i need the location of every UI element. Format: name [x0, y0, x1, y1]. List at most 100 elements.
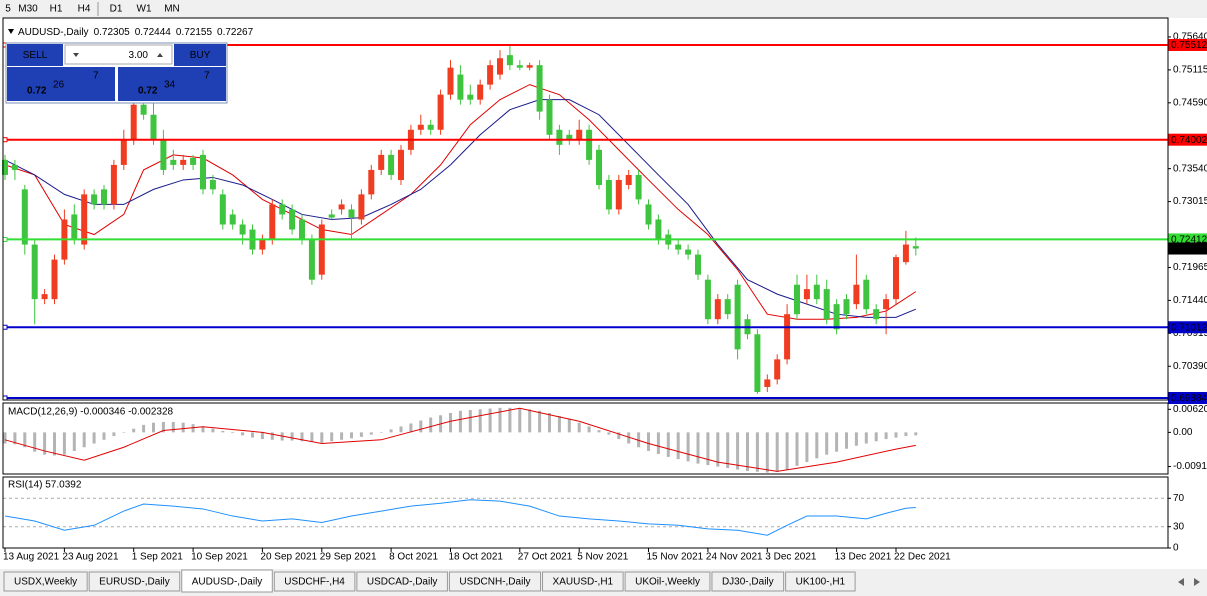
candle-body	[130, 104, 137, 140]
timeframe-button[interactable]: 5	[5, 4, 11, 15]
tab-background[interactable]	[448, 571, 542, 592]
candle-body	[724, 299, 731, 315]
bid-box[interactable]	[7, 67, 115, 101]
tab[interactable]: USDX,Weekly	[3, 571, 88, 592]
macd-bar	[409, 423, 413, 433]
macd-bar	[686, 432, 690, 462]
level-handle	[2, 236, 8, 242]
timeframe-button[interactable]: D1	[110, 4, 123, 15]
timeframe-button[interactable]: MN	[164, 4, 180, 15]
tab[interactable]: USDCAD-,Daily	[356, 571, 448, 592]
tab[interactable]: DJ30-,Daily	[711, 571, 785, 592]
candle-body	[497, 58, 503, 75]
lot-field[interactable]	[64, 44, 173, 65]
macd-bar	[904, 432, 908, 437]
tab-label[interactable]: UK100-,H1	[796, 577, 846, 588]
sell-label[interactable]: SELL	[23, 50, 48, 61]
chart-title: AUDUSD-,Daily	[18, 27, 89, 38]
candle-body	[487, 65, 494, 85]
tab-background[interactable]	[273, 571, 356, 592]
sell-button[interactable]	[7, 44, 63, 66]
buy-button[interactable]	[174, 44, 226, 66]
candle-body	[180, 159, 187, 165]
candle-body	[645, 204, 652, 225]
tab-scroll-left[interactable]	[1178, 578, 1184, 586]
tab-background[interactable]	[356, 571, 448, 592]
buy-label[interactable]: BUY	[190, 50, 211, 61]
rsi-line	[4, 499, 916, 536]
tab-background[interactable]	[181, 569, 273, 593]
candle-body	[11, 164, 18, 170]
tab-background[interactable]	[624, 571, 711, 592]
macd-bar	[854, 432, 858, 446]
macd-bar	[746, 432, 749, 472]
toolbar	[0, 0, 1207, 18]
candle-body	[378, 154, 385, 170]
macd-bar	[607, 432, 611, 435]
macd-bar	[369, 432, 373, 435]
tab-label[interactable]: USDCAD-,Daily	[367, 577, 438, 588]
x-tick-label: 23 Aug 2021	[62, 552, 119, 563]
macd-bar	[92, 432, 96, 444]
candle-body	[190, 158, 197, 165]
tab-label[interactable]: UKOil-,Weekly	[635, 577, 700, 588]
candle-body	[912, 246, 919, 249]
tab[interactable]: AUDUSD-,Daily	[181, 569, 273, 593]
candle-body	[368, 169, 375, 195]
lot-down[interactable]	[73, 53, 79, 57]
tab-label[interactable]: USDCHF-,H4	[284, 577, 345, 588]
tab-label[interactable]: USDCNH-,Daily	[459, 577, 530, 588]
current-price-label: 0.72267	[1171, 244, 1207, 255]
macd-bar	[716, 432, 720, 467]
candle-body	[388, 154, 395, 175]
tab-label[interactable]: XAUUSD-,H1	[553, 577, 614, 588]
timeframe-button[interactable]: W1	[137, 4, 152, 15]
tab[interactable]: USDCNH-,Daily	[448, 571, 542, 592]
tab-background[interactable]	[542, 571, 624, 592]
x-tick-label: 1 Sep 2021	[132, 552, 184, 563]
tab-background[interactable]	[88, 571, 181, 592]
tab-scroll-right[interactable]	[1194, 578, 1200, 586]
tab-label[interactable]: EURUSD-,Daily	[99, 577, 170, 588]
x-tick-label: 24 Nov 2021	[706, 552, 763, 563]
candle-body	[51, 259, 58, 300]
macd-bar	[864, 432, 868, 444]
indicator-title: MACD(12,26,9) -0.000346 -0.002328	[8, 407, 174, 418]
x-tick-label: 3 Dec 2021	[765, 552, 817, 563]
macd-bar	[449, 413, 452, 433]
macd-bar	[43, 432, 47, 455]
macd-bar	[191, 424, 195, 433]
candle-body	[833, 304, 840, 330]
y-tick-label: 0.70390	[1173, 361, 1207, 372]
macd-bar	[102, 432, 106, 440]
ask-box[interactable]	[118, 67, 226, 101]
tab[interactable]: EURUSD-,Daily	[88, 571, 181, 592]
tab-background[interactable]	[785, 571, 856, 592]
macd-bar	[142, 424, 146, 433]
tab-label[interactable]: AUDUSD-,Daily	[192, 577, 263, 588]
tab[interactable]: UKOil-,Weekly	[624, 571, 711, 592]
y-tick-label: 0.75115	[1173, 65, 1207, 76]
macd-bar	[112, 432, 116, 437]
level-price-box	[1168, 38, 1207, 51]
timeframe-button[interactable]: H1	[50, 4, 63, 15]
macd-bar	[241, 432, 245, 436]
x-tick-label: 18 Oct 2021	[449, 552, 504, 563]
timeframe-button[interactable]: M30	[18, 4, 38, 15]
candle-body	[41, 294, 48, 300]
level-price-box	[1168, 233, 1207, 246]
candle-body	[467, 94, 474, 100]
lot-up[interactable]	[157, 53, 163, 57]
chart-header: AUDUSD-,Daily 0.72305 0.72444 0.72155 0.7226…	[18, 27, 254, 38]
tab-label[interactable]: USDX,Weekly	[14, 577, 77, 588]
timeframe-button[interactable]: H4	[78, 4, 91, 15]
tab-label[interactable]: DJ30-,Daily	[722, 577, 774, 588]
tab-background[interactable]	[3, 571, 88, 592]
tab-background[interactable]	[711, 571, 785, 592]
tab[interactable]: XAUUSD-,H1	[542, 571, 624, 592]
tab[interactable]: USDCHF-,H4	[273, 571, 356, 592]
candle-body	[853, 284, 860, 305]
tab[interactable]: UK100-,H1	[785, 571, 856, 592]
indicator-title: RSI(14) 57.0392	[8, 480, 82, 491]
candle-body	[675, 244, 682, 250]
